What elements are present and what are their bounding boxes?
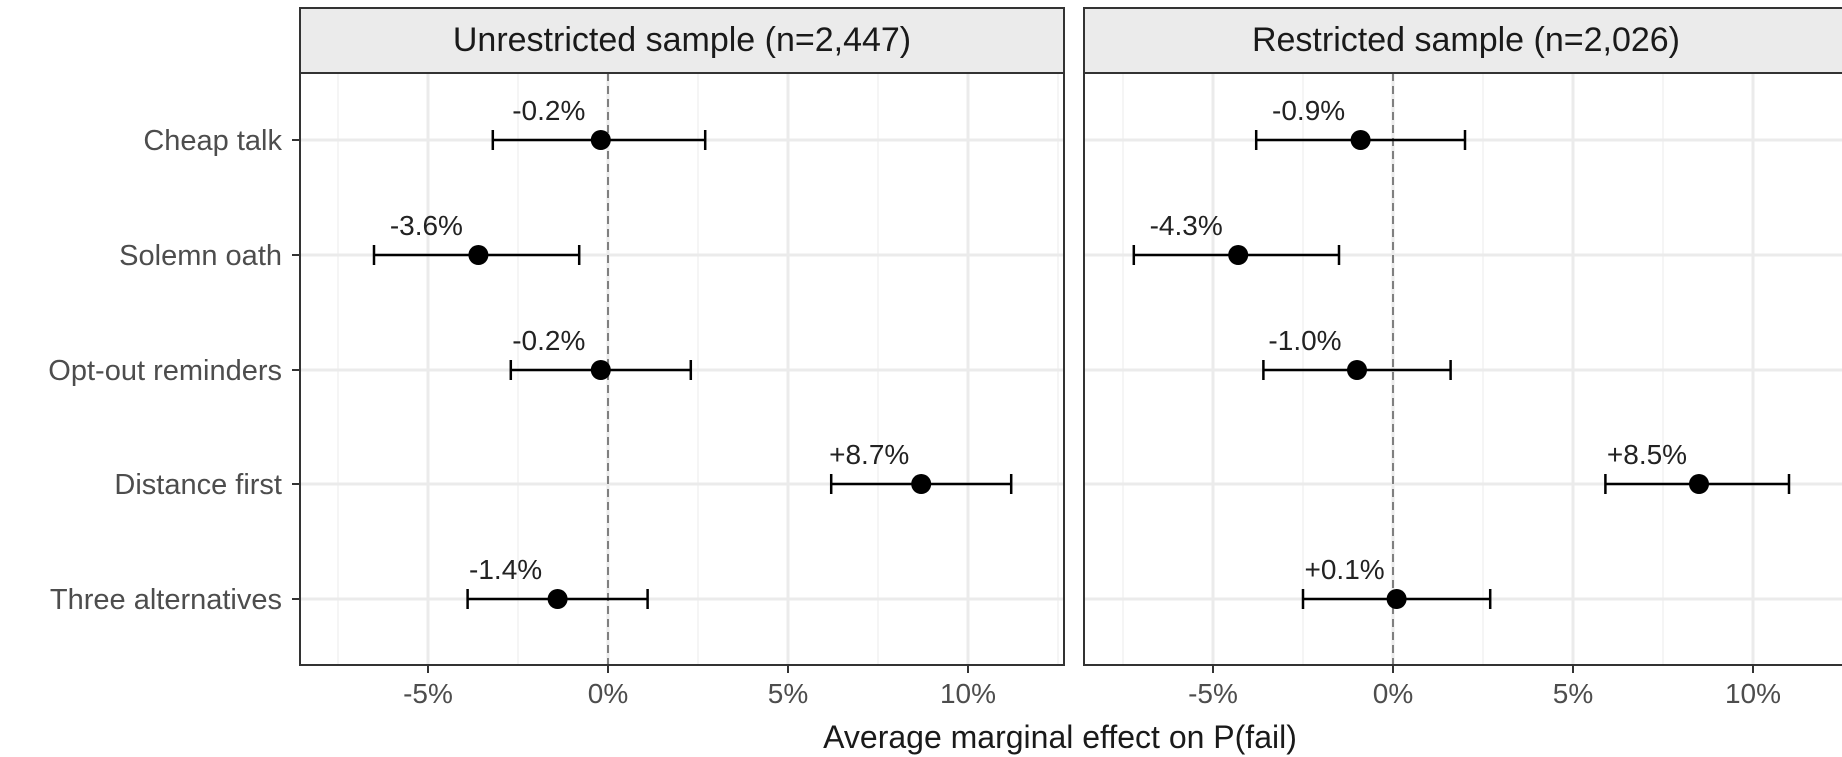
point-estimate bbox=[468, 245, 489, 265]
estimate-3: +8.7% bbox=[829, 439, 1013, 494]
facet-title: Restricted sample (n=2,026) bbox=[1252, 21, 1680, 59]
point-estimate bbox=[1228, 245, 1249, 265]
point-estimate bbox=[1689, 474, 1709, 494]
x-tick-label: 5% bbox=[768, 678, 808, 709]
point-estimate bbox=[590, 130, 611, 150]
point-estimate bbox=[547, 589, 568, 609]
estimate-4: -1.4% bbox=[466, 554, 649, 609]
x-tick-label: 0% bbox=[1373, 678, 1413, 709]
value-label: +8.5% bbox=[1607, 439, 1687, 470]
estimate-2: -1.0% bbox=[1262, 325, 1452, 380]
x-tick-label: -5% bbox=[403, 678, 453, 709]
value-label: -1.4% bbox=[469, 554, 542, 585]
estimate-0: -0.9% bbox=[1254, 95, 1467, 150]
x-tick-label: 5% bbox=[1553, 678, 1593, 709]
x-tick-label: 10% bbox=[940, 678, 996, 709]
point-estimate bbox=[1350, 130, 1371, 150]
facet-strip bbox=[299, 7, 1065, 74]
value-label: -0.2% bbox=[512, 325, 585, 356]
point-estimate bbox=[590, 360, 611, 380]
estimate-4: +0.1% bbox=[1301, 554, 1492, 609]
x-tick-label: 0% bbox=[588, 678, 628, 709]
y-category-label: Opt-out reminders bbox=[48, 355, 282, 387]
value-label: -1.0% bbox=[1268, 325, 1341, 356]
facet-strip bbox=[1083, 7, 1842, 74]
point-estimate bbox=[1386, 589, 1407, 609]
value-label: +0.1% bbox=[1305, 554, 1385, 585]
estimate-2: -0.2% bbox=[509, 325, 693, 380]
estimate-1: -4.3% bbox=[1132, 210, 1341, 265]
y-category-label: Three alternatives bbox=[50, 584, 282, 616]
x-axis-title: Average marginal effect on P(fail) bbox=[823, 719, 1297, 755]
panel-2: -0.9% -4.3% -1.0% +8.5% +0.1% Restricted samp… bbox=[1083, 7, 1842, 709]
point-estimate bbox=[1347, 360, 1367, 380]
value-label: -4.3% bbox=[1150, 210, 1223, 241]
value-label: -3.6% bbox=[390, 210, 463, 241]
estimate-3: +8.5% bbox=[1604, 439, 1791, 494]
y-axis: Cheap talk Solemn oath Opt-out reminders Di… bbox=[48, 125, 300, 616]
y-category-label: Solemn oath bbox=[119, 240, 282, 272]
panel-1: -0.2% -3.6% -0.2% +8.7% -1.4% Unrestricted sa… bbox=[299, 7, 1065, 709]
value-label: +8.7% bbox=[829, 439, 909, 470]
value-label: -0.9% bbox=[1272, 95, 1345, 126]
y-category-label: Cheap talk bbox=[143, 125, 282, 157]
estimate-1: -3.6% bbox=[372, 210, 581, 265]
facet-title: Unrestricted sample (n=2,447) bbox=[453, 21, 911, 59]
value-label: -0.2% bbox=[512, 95, 585, 126]
point-estimate bbox=[911, 474, 932, 494]
y-category-label: Distance first bbox=[114, 469, 282, 501]
x-tick-label: 10% bbox=[1725, 678, 1781, 709]
x-tick-label: -5% bbox=[1188, 678, 1238, 709]
estimate-0: -0.2% bbox=[491, 95, 707, 150]
